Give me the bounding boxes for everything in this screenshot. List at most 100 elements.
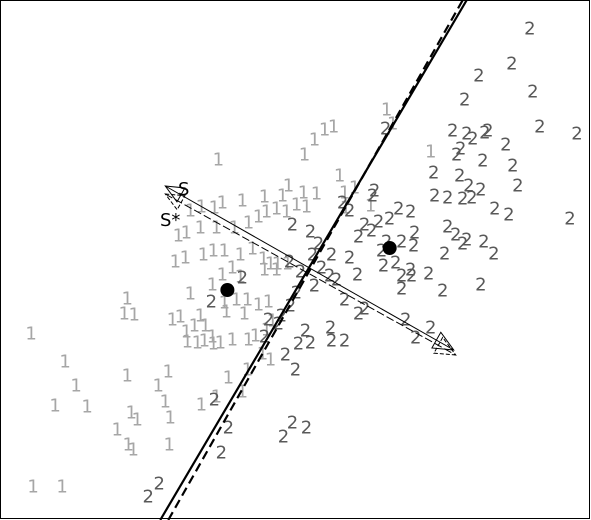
point-class-2-100: 2 xyxy=(287,413,298,434)
point-class-2-40: 2 xyxy=(396,232,407,253)
point-class-1-27: 1 xyxy=(207,327,218,348)
point-class-1-70: 1 xyxy=(261,202,272,223)
point-class-1-38: 1 xyxy=(263,292,274,313)
point-class-1-55: 1 xyxy=(272,254,283,275)
point-class-1-46: 1 xyxy=(170,252,181,273)
point-class-2-70: 2 xyxy=(295,262,306,283)
point-class-2-44: 2 xyxy=(353,227,364,248)
point-class-1-40: 1 xyxy=(242,290,253,311)
point-class-1-17: 1 xyxy=(56,477,67,498)
point-class-1-101: 1 xyxy=(237,382,248,403)
point-class-1-94: 1 xyxy=(425,142,436,163)
point-class-1-85: 1 xyxy=(213,150,224,171)
annotation-s-star: S* xyxy=(160,210,180,231)
point-class-1-54: 1 xyxy=(265,254,276,275)
point-class-1-78: 1 xyxy=(277,186,288,207)
point-class-2-7: 2 xyxy=(380,119,391,140)
point-class-1-18: 1 xyxy=(121,289,132,310)
point-class-2-62: 2 xyxy=(457,234,468,255)
point-class-1-22: 1 xyxy=(175,307,186,328)
annotation-s: S xyxy=(178,179,189,200)
point-class-1-69: 1 xyxy=(253,207,264,228)
point-class-1-96: 1 xyxy=(334,166,345,187)
point-class-2-73: 2 xyxy=(352,265,363,286)
point-class-2-36: 2 xyxy=(384,209,395,230)
point-class-2-75: 2 xyxy=(353,304,364,325)
point-class-2-18: 2 xyxy=(428,163,439,184)
point-class-2-21: 2 xyxy=(475,180,486,201)
point-class-1-16: 1 xyxy=(27,477,38,498)
point-class-1-104: 1 xyxy=(265,350,276,371)
arrow-head-end-s-star xyxy=(433,336,457,356)
point-class-1-51: 1 xyxy=(235,245,246,266)
separating-lines xyxy=(159,0,468,520)
point-class-2-83: 2 xyxy=(259,327,270,348)
point-class-1-34: 1 xyxy=(243,330,254,351)
point-class-1-21: 1 xyxy=(167,310,178,331)
point-class-2-86: 2 xyxy=(326,331,337,352)
point-class-2-67: 2 xyxy=(326,245,337,266)
point-class-1-43: 1 xyxy=(219,293,230,314)
point-class-2-37: 2 xyxy=(393,199,404,220)
point-class-2-51: 2 xyxy=(437,281,448,302)
point-class-1-44: 1 xyxy=(221,302,232,323)
point-class-2-25: 2 xyxy=(457,189,468,210)
point-class-1-45: 1 xyxy=(185,284,196,305)
point-class-2-24: 2 xyxy=(442,188,453,209)
point-class-2-19: 2 xyxy=(454,166,465,187)
point-class-2-52: 2 xyxy=(475,275,486,296)
point-class-2-0: 2 xyxy=(524,19,535,40)
point-class-1-81: 1 xyxy=(217,193,228,214)
point-class-1-9: 1 xyxy=(125,403,136,424)
point-class-1-88: 1 xyxy=(319,120,330,141)
point-class-1-6: 1 xyxy=(153,376,164,397)
point-class-2-12: 2 xyxy=(482,121,493,142)
point-class-1-57: 1 xyxy=(271,260,282,281)
point-class-2-11: 2 xyxy=(479,123,490,144)
point-class-2-66: 2 xyxy=(307,245,318,266)
point-class-2-13: 2 xyxy=(500,135,511,156)
point-class-1-12: 1 xyxy=(122,435,133,456)
point-class-2-29: 2 xyxy=(564,209,575,230)
point-class-1-60: 1 xyxy=(227,258,238,279)
point-class-2-38: 2 xyxy=(405,202,416,223)
point-class-1-19: 1 xyxy=(118,304,129,325)
arrow-shaft-s xyxy=(165,185,455,351)
point-class-2-90: 2 xyxy=(280,345,291,366)
point-class-1-28: 1 xyxy=(199,331,210,352)
point-class-2-92: 2 xyxy=(400,310,411,331)
point-class-2-15: 2 xyxy=(455,139,466,160)
point-class-1-80: 1 xyxy=(237,191,248,212)
point-class-1-47: 1 xyxy=(180,248,191,269)
point-class-2-72: 2 xyxy=(331,270,342,291)
point-class-1-31: 1 xyxy=(208,334,219,355)
point-class-1-37: 1 xyxy=(267,311,278,332)
point-class-2-58: 2 xyxy=(488,244,499,265)
point-class-1-92: 1 xyxy=(381,100,392,121)
point-class-2-91: 2 xyxy=(290,360,301,381)
point-class-1-48: 1 xyxy=(198,245,209,266)
point-class-1-20: 1 xyxy=(129,305,140,326)
point-class-2-85: 2 xyxy=(325,318,336,339)
point-class-2-46: 2 xyxy=(378,256,389,277)
point-class-1-13: 1 xyxy=(127,440,138,461)
point-class-2-33: 2 xyxy=(344,201,355,222)
point-class-2-57: 2 xyxy=(478,232,489,253)
point-class-2-20: 2 xyxy=(463,176,474,197)
point-class-1-76: 1 xyxy=(298,183,309,204)
point-class-1-36: 1 xyxy=(261,320,272,341)
point-class-1-91: 1 xyxy=(349,178,360,199)
point-class-2-53: 2 xyxy=(408,236,419,257)
group-means xyxy=(220,241,397,297)
point-class-1-98: 1 xyxy=(196,395,207,416)
point-class-2-65: 2 xyxy=(313,234,324,255)
point-class-2-77: 2 xyxy=(309,276,320,297)
point-class-1-23: 1 xyxy=(181,322,192,343)
point-class-2-71: 2 xyxy=(324,266,335,287)
point-class-1-82: 1 xyxy=(209,198,220,219)
point-class-1-25: 1 xyxy=(195,306,206,327)
point-class-1-68: 1 xyxy=(243,213,254,234)
point-class-2-87: 2 xyxy=(339,331,350,352)
point-class-1-5: 1 xyxy=(121,366,132,387)
